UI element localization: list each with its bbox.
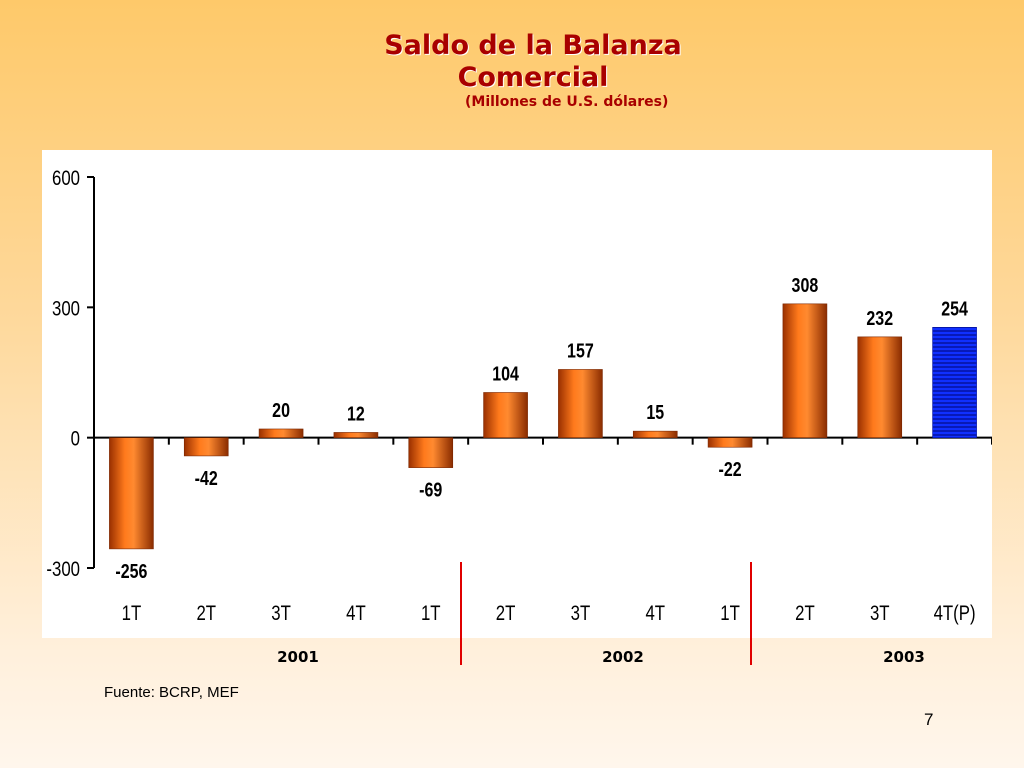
year-label-2001: 2001 [277, 648, 319, 666]
x-category-label-11: 4T(P) [934, 602, 976, 625]
data-label-6: 157 [567, 340, 594, 362]
x-category-label-8: 1T [720, 602, 740, 625]
y-tick-label: 300 [52, 298, 80, 321]
bar-3 [333, 432, 379, 438]
chart-title: Saldo de la Balanza Comercial [0, 30, 1024, 94]
bar-10 [857, 336, 903, 438]
x-category-label-5: 2T [496, 602, 516, 625]
x-category-label-0: 1T [122, 602, 142, 625]
data-label-8: -22 [719, 459, 742, 481]
data-label-7: 15 [646, 401, 664, 423]
x-category-label-4: 1T [421, 602, 441, 625]
x-category-label-6: 3T [571, 602, 591, 625]
data-label-9: 308 [792, 274, 819, 296]
data-label-1: -42 [195, 467, 218, 489]
separator-2001-2002 [460, 562, 462, 665]
x-category-label-7: 4T [645, 602, 665, 625]
title-line-1: Saldo de la Balanza [384, 30, 682, 61]
y-tick-label: 600 [52, 167, 80, 190]
bar-7 [632, 430, 678, 438]
year-label-2002: 2002 [602, 648, 644, 666]
data-label-5: 104 [492, 363, 519, 385]
data-label-4: -69 [419, 479, 442, 501]
x-category-label-9: 2T [795, 602, 815, 625]
data-label-0: -256 [115, 560, 147, 582]
source-note: Fuente: BCRP, MEF [104, 684, 239, 701]
bar-2 [258, 428, 304, 438]
page-number: 7 [924, 710, 934, 729]
y-tick-label: 0 [71, 428, 80, 451]
bar-chart: 600 300 0 -300 -256 1T -42 2T 20 3T 12 4T -69 1T 104 2… [46, 167, 992, 626]
y-tick-label: -300 [46, 558, 80, 581]
data-label-3: 12 [347, 403, 365, 425]
chart-panel: 600 300 0 -300 -256 1T -42 2T 20 3T 12 4T -69 1T 104 2… [42, 150, 992, 638]
bar-4 [408, 437, 454, 468]
title-line-2: Comercial [457, 62, 609, 93]
bar-1 [183, 437, 229, 457]
data-label-10: 232 [866, 307, 893, 329]
bar-5 [483, 392, 528, 438]
x-category-label-3: 4T [346, 602, 366, 625]
x-category-label-1: 2T [196, 602, 216, 625]
x-category-label-2: 3T [271, 602, 291, 625]
separator-2002-2003 [750, 562, 752, 665]
bar-0 [109, 437, 154, 550]
chart-subtitle: (Millones de U.S. dólares) [465, 94, 669, 110]
bar-8 [707, 437, 753, 448]
bar-11 [932, 327, 977, 438]
year-label-2003: 2003 [883, 648, 925, 666]
x-category-label-10: 3T [870, 602, 890, 625]
data-label-11: 254 [941, 298, 968, 320]
data-label-2: 20 [272, 399, 290, 421]
bar-6 [558, 369, 603, 438]
bar-9 [782, 303, 828, 438]
